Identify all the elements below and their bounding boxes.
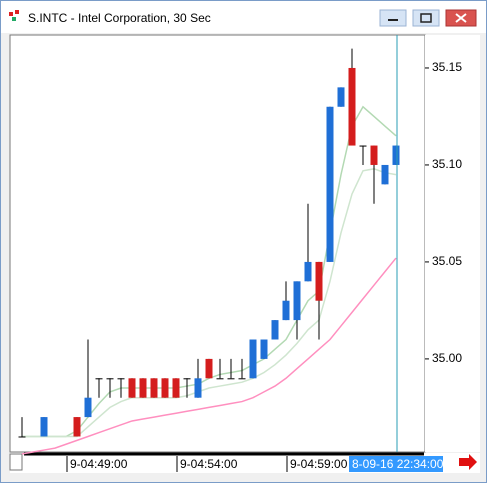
candle-body (381, 164, 389, 185)
candle-body (106, 378, 114, 380)
candle-body (304, 261, 312, 282)
plot-area (9, 34, 426, 453)
x-tick-label: 9-04:49:00 (70, 457, 128, 471)
candle-body (392, 145, 400, 165)
minimize-button[interactable] (379, 9, 407, 27)
candle-body (282, 300, 290, 321)
scroll-box[interactable] (9, 453, 23, 471)
moving-average-line (22, 105, 397, 438)
candle-body (348, 67, 356, 146)
candle-body (73, 417, 81, 437)
candle-body (315, 261, 323, 301)
x-tick-label: 9-04:54:00 (180, 457, 238, 471)
candle-body (337, 87, 345, 107)
candle-body (161, 378, 169, 398)
plot: 35.00 35.05 35.10 35.15 9-04:49:00 9-04:54:00… (18, 35, 462, 472)
candle-body (293, 281, 301, 321)
moving-average-line (21, 257, 397, 455)
candle-body (150, 378, 158, 398)
y-tick-label: 35.15 (432, 60, 462, 74)
candle-body (194, 378, 202, 398)
window-title: S.INTC - Intel Corporation, 30 Sec (28, 11, 211, 25)
candle-body (117, 378, 125, 380)
close-icon (455, 13, 467, 23)
candle-body (40, 417, 48, 437)
candle-body (205, 358, 213, 379)
cursor-label-box (349, 456, 443, 472)
candle-body (227, 378, 235, 380)
maximize-button[interactable] (412, 9, 440, 27)
cursor-label: 8-09-16 22:34:00 (352, 457, 444, 471)
candle-body (370, 145, 378, 165)
app-icon (9, 10, 19, 21)
candle-body (238, 378, 246, 380)
price-axis (425, 35, 480, 452)
candle-body (128, 378, 136, 398)
candle-body (271, 320, 279, 340)
candle-body (260, 339, 268, 359)
candle-body (84, 397, 92, 418)
candle-body (183, 378, 191, 380)
y-tick-label: 35.00 (432, 351, 462, 365)
candle-body (172, 378, 180, 398)
x-tick-label: 9-04:59:00 (290, 457, 348, 471)
candle-body (139, 378, 147, 398)
candle-body (359, 145, 367, 147)
maximize-icon (420, 13, 432, 23)
candle-body (216, 378, 224, 380)
y-tick-label: 35.10 (432, 157, 462, 171)
candle-body (95, 378, 103, 380)
candle-body (326, 106, 334, 262)
moving-average-line (22, 168, 397, 438)
scroll-right-arrow[interactable] (459, 454, 477, 470)
candle-body (18, 436, 26, 438)
candle-body (249, 339, 257, 379)
y-tick-label: 35.05 (432, 254, 462, 268)
